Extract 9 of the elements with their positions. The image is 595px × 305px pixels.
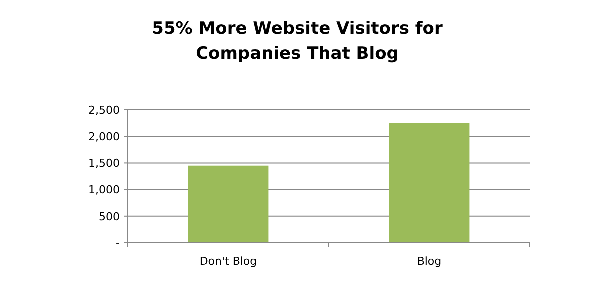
- y-tick-label: 1,000: [88, 184, 120, 197]
- y-tick-label: 500: [99, 210, 120, 224]
- chart-title: 55% More Website Visitors for Companies That Blog: [152, 19, 444, 64]
- y-tick-label: 1,500: [88, 157, 120, 170]
- x-tick-label: Don't Blog: [200, 255, 258, 268]
- y-tick-label: -: [116, 236, 120, 250]
- x-tick-label: Blog: [417, 255, 442, 268]
- y-tick-label: 2,500: [88, 104, 120, 117]
- y-tick-label: 2,000: [88, 130, 120, 144]
